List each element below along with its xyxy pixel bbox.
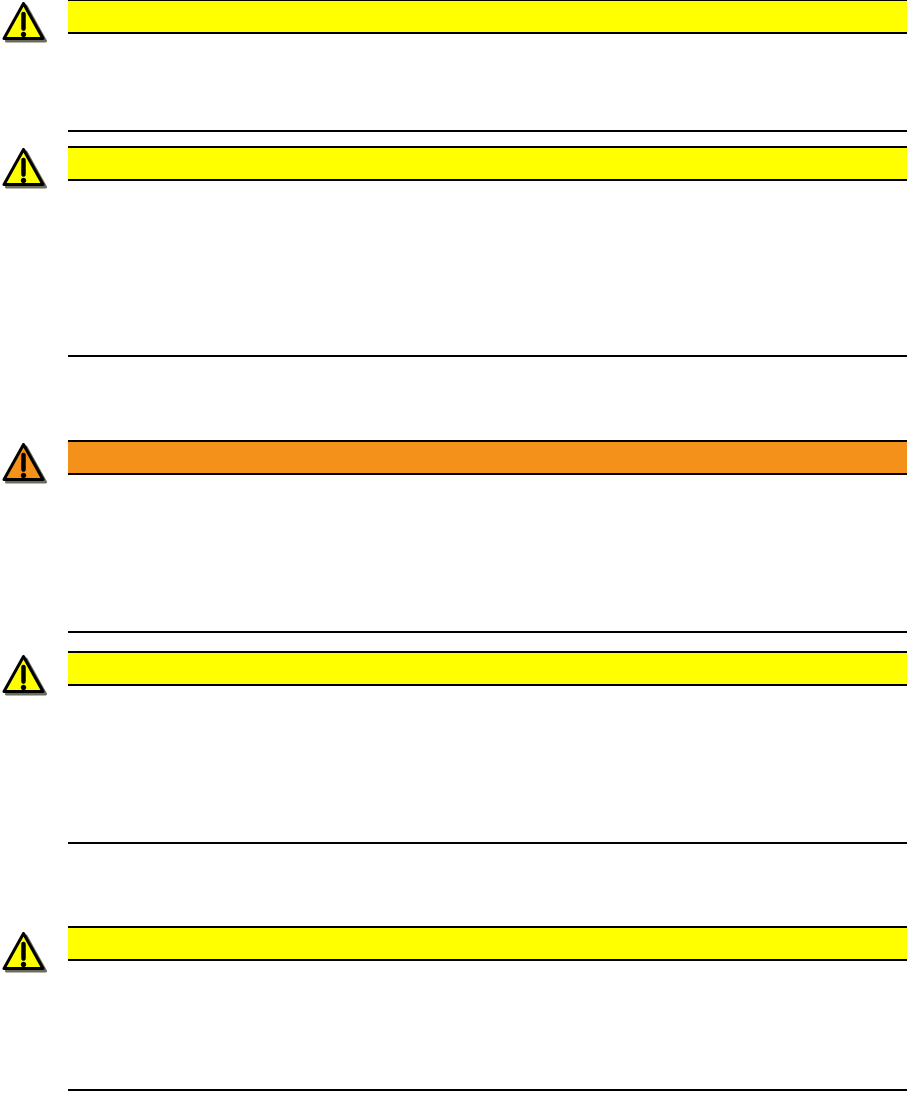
notice-bottom-rule (68, 130, 907, 132)
warning-triangle-icon (1, 654, 49, 698)
notice-header-bar (68, 926, 907, 961)
notice-header-bar (68, 440, 907, 475)
notice-body (68, 181, 907, 355)
notice-header-bar (68, 0, 907, 34)
notice-body (68, 686, 907, 842)
warning-triangle-icon (1, 147, 49, 191)
notice-body (68, 475, 907, 631)
notice-bottom-rule (68, 1089, 907, 1091)
notice-bottom-rule (68, 631, 907, 633)
notice-body (68, 34, 907, 130)
notice-header-bar (68, 146, 907, 181)
warning-triangle-icon (1, 931, 49, 975)
notice-bottom-rule (68, 355, 907, 357)
notice-body (68, 961, 907, 1089)
warning-triangle-icon (1, 442, 49, 486)
notice-header-bar (68, 651, 907, 686)
warning-triangle-icon (1, 1, 49, 45)
notice-bottom-rule (68, 842, 907, 844)
